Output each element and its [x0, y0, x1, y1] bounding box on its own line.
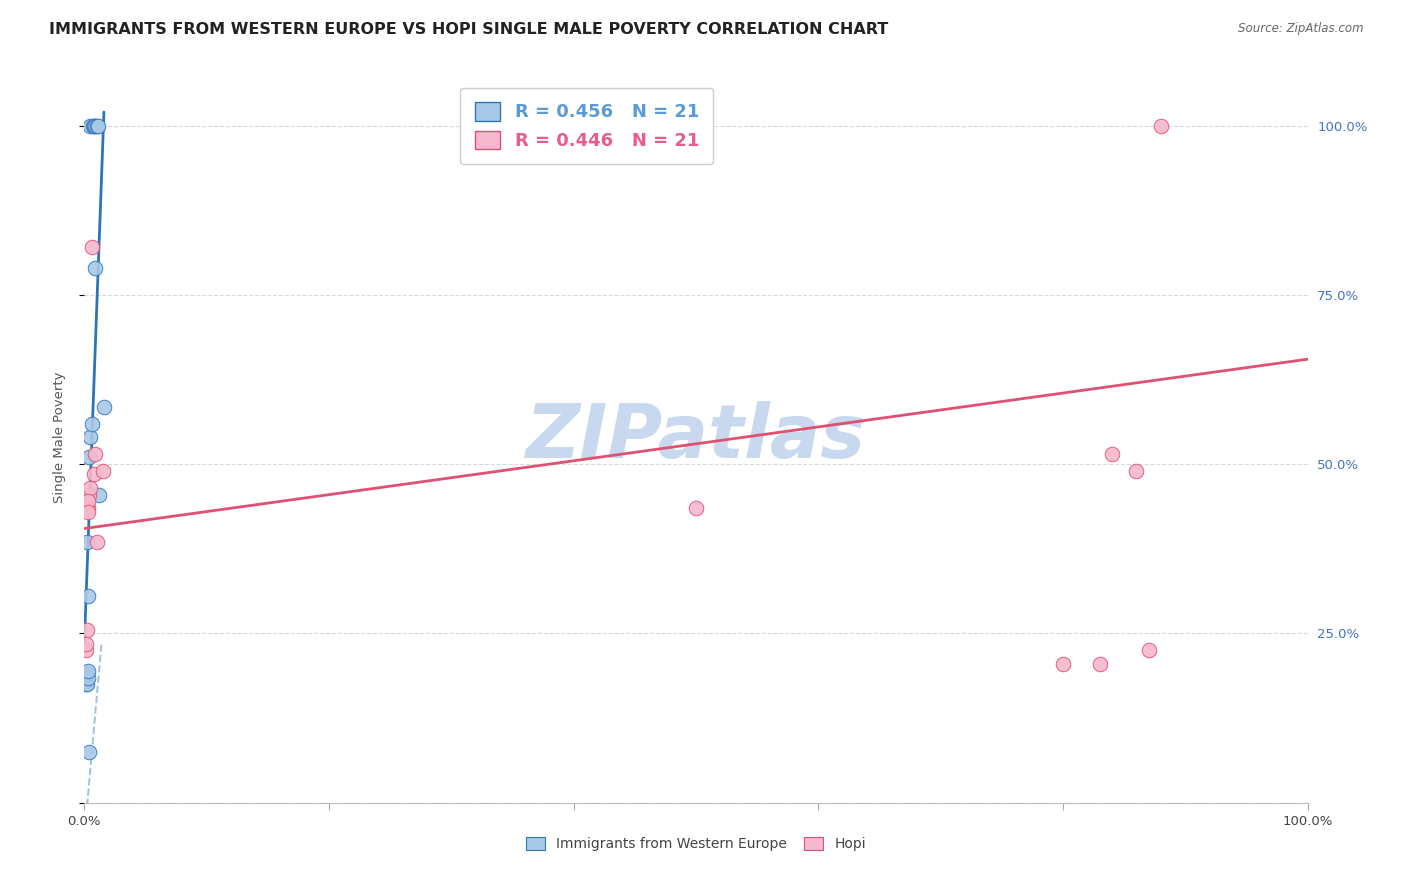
Point — [1125, 464, 1147, 478]
Point — [87, 488, 110, 502]
Point — [77, 450, 100, 465]
Point — [77, 488, 100, 502]
Point — [82, 119, 104, 133]
Point — [1052, 657, 1074, 671]
Point — [75, 673, 97, 688]
Point — [84, 119, 107, 133]
Text: IMMIGRANTS FROM WESTERN EUROPE VS HOPI SINGLE MALE POVERTY CORRELATION CHART: IMMIGRANTS FROM WESTERN EUROPE VS HOPI S… — [49, 22, 889, 37]
Point — [77, 664, 100, 678]
Point — [77, 501, 100, 516]
Text: ZIPatlas: ZIPatlas — [526, 401, 866, 474]
Point — [76, 667, 98, 681]
Point — [1137, 643, 1160, 657]
Point — [1101, 447, 1123, 461]
Y-axis label: Single Male Poverty: Single Male Poverty — [53, 371, 66, 503]
Point — [86, 119, 108, 133]
Point — [75, 643, 97, 657]
Point — [93, 400, 115, 414]
Point — [84, 260, 107, 275]
Point — [77, 589, 100, 603]
Point — [1150, 119, 1173, 133]
Point — [91, 464, 114, 478]
Point — [76, 623, 98, 637]
Point — [77, 745, 100, 759]
Point — [1088, 657, 1111, 671]
Point — [83, 467, 105, 482]
Point — [84, 447, 107, 461]
Point — [79, 430, 101, 444]
Point — [79, 481, 101, 495]
Legend: R = 0.456   N = 21, R = 0.446   N = 21: R = 0.456 N = 21, R = 0.446 N = 21 — [460, 87, 713, 164]
Point — [77, 505, 100, 519]
Point — [87, 119, 110, 133]
Point — [80, 240, 103, 254]
Point — [76, 535, 98, 549]
Point — [75, 637, 97, 651]
Point — [77, 671, 100, 685]
Point — [685, 501, 707, 516]
Point — [86, 535, 108, 549]
Point — [76, 677, 98, 691]
Text: Source: ZipAtlas.com: Source: ZipAtlas.com — [1239, 22, 1364, 36]
Point — [75, 677, 97, 691]
Point — [80, 417, 103, 431]
Point — [79, 119, 101, 133]
Point — [76, 498, 98, 512]
Point — [83, 119, 105, 133]
Point — [77, 494, 100, 508]
